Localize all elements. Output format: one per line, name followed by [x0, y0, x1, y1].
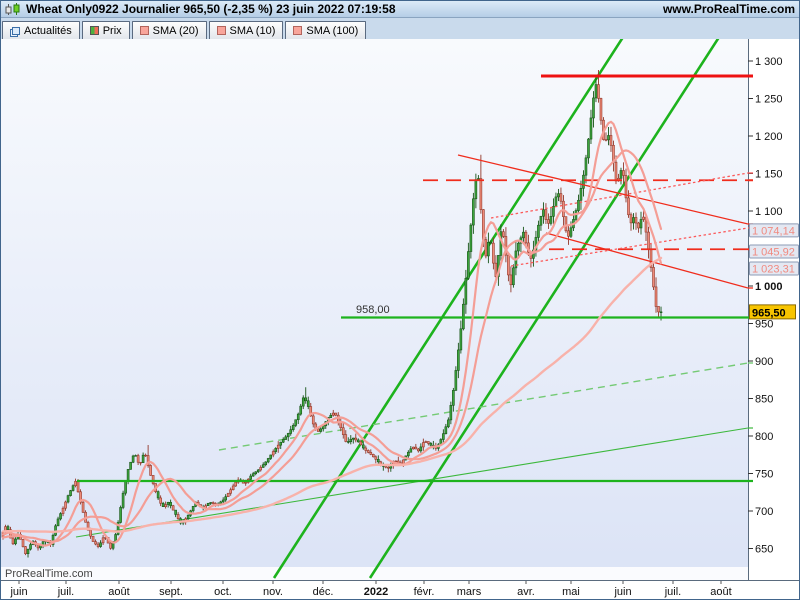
sma-value-box	[749, 244, 799, 259]
green-trend-channel-line	[272, 39, 624, 579]
month-tick-label: mai	[562, 586, 580, 598]
last-price-box	[749, 304, 796, 320]
month-tick-label: sept.	[159, 586, 183, 598]
sma-10-line	[1, 120, 663, 547]
red-downtrend-line	[545, 232, 748, 289]
tab-sma-10[interactable]: SMA (10)	[208, 21, 284, 39]
tab-label: Prix	[102, 24, 122, 37]
sma-100-line	[1, 256, 663, 533]
price-chart-canvas[interactable]: 958,00 ProRealTime.com 1 300 1 250 1 200 1 15…	[1, 39, 800, 600]
candlestick-logo-icon	[5, 2, 21, 16]
price-tick-label: 1 000	[755, 281, 783, 293]
tab-sma-100[interactable]: SMA (100)	[285, 21, 367, 39]
month-tick-label: août	[710, 586, 731, 598]
chart-title: Wheat Only0922 Journalier 965,50 (-2,35 …	[26, 2, 396, 16]
tab-label: SMA (100)	[306, 24, 359, 37]
price-tick-label: 750	[755, 469, 773, 481]
sma-value-box	[749, 223, 799, 238]
tab-prix[interactable]: Prix	[81, 21, 130, 39]
price-axis: 1 300 1 250 1 200 1 150 1 100 1 000 950 900 850 8…	[748, 56, 799, 556]
price-tick-label: 950	[755, 319, 773, 331]
price-tick-label: 1 200	[755, 131, 783, 143]
month-tick-label: juin	[9, 586, 27, 598]
time-axis: juin juil. août sept. oct. nov. déc. 2022 févr. m…	[9, 581, 732, 598]
month-tick-label: août	[108, 586, 129, 598]
sma-color-icon	[293, 26, 303, 35]
price-tick-label: 850	[755, 394, 773, 406]
month-tick-label: oct.	[214, 586, 232, 598]
month-tick-label: juin	[613, 586, 631, 598]
month-tick-label: mars	[457, 586, 482, 598]
title-bar: Wheat Only0922 Journalier 965,50 (-2,35 …	[1, 1, 799, 18]
red-downtrend-line	[457, 154, 748, 225]
tab-actualites[interactable]: Actualités	[2, 21, 80, 39]
price-tick-label: 700	[755, 506, 773, 518]
news-icon	[12, 26, 20, 35]
sma-color-icon	[216, 26, 226, 35]
chart-plot-area[interactable]: 958,00 ProRealTime.com 1 300 1 250 1 200 1 15…	[1, 39, 800, 600]
price-tick-label: 1 150	[755, 169, 783, 181]
month-tick-label: juil.	[57, 586, 75, 598]
price-candle-icon	[89, 26, 99, 35]
price-tick-label: 1 250	[755, 94, 783, 106]
month-tick-label: 2022	[364, 586, 388, 598]
red-dotted-trend-line	[490, 172, 748, 219]
tab-label: SMA (20)	[152, 24, 199, 37]
price-tick-label: 800	[755, 431, 773, 443]
month-tick-label: avr.	[517, 586, 535, 598]
tab-label: Actualités	[24, 24, 72, 37]
month-tick-label: nov.	[263, 586, 283, 598]
month-tick-label: déc.	[313, 586, 334, 598]
support-price-label: 958,00	[356, 304, 390, 316]
tab-sma-20[interactable]: SMA (20)	[131, 21, 207, 39]
prorealtime-website-link[interactable]: www.ProRealTime.com	[662, 2, 795, 16]
red-dotted-trend-line	[510, 227, 748, 267]
sma-20-line	[1, 149, 663, 543]
price-tick-label: 650	[755, 544, 773, 556]
sma-value-label: 1 045,92	[752, 247, 795, 259]
month-tick-label: févr.	[414, 586, 435, 598]
last-price-label: 965,50	[752, 307, 786, 319]
price-tick-label: 1 300	[755, 56, 783, 68]
indicator-tab-row: Actualités Prix SMA (20) SMA (10) SMA (1…	[1, 18, 799, 39]
sma-value-label: 1 074,14	[752, 225, 795, 237]
sma-color-icon	[139, 26, 149, 35]
green-trend-channel-line	[368, 39, 720, 579]
sma-value-label: 1 023,31	[752, 264, 795, 276]
price-tick-label: 1 100	[755, 206, 783, 218]
plot-layers: 958,00 ProRealTime.com	[1, 39, 748, 580]
month-tick-label: juil.	[664, 586, 682, 598]
prorealtime-watermark: ProRealTime.com	[5, 568, 93, 580]
tab-label: SMA (10)	[229, 24, 276, 37]
sma-value-box	[749, 261, 799, 276]
price-tick-label: 900	[755, 356, 773, 368]
